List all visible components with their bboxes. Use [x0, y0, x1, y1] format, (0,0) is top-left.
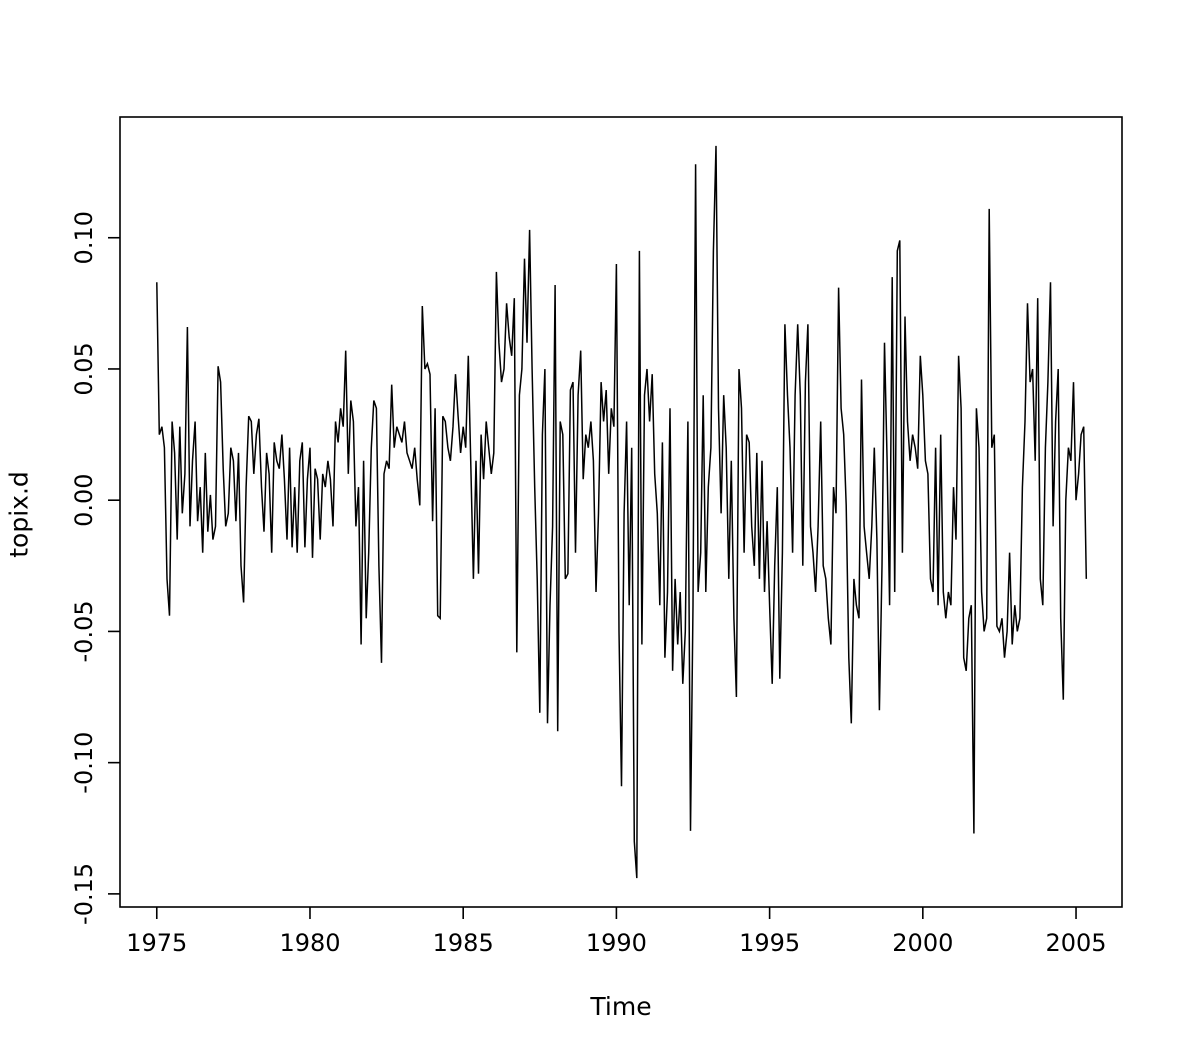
y-axis-tick-label: -0.10 — [70, 732, 98, 794]
y-axis-title: topix.d — [4, 471, 34, 558]
y-axis-tick-label: -0.15 — [70, 863, 98, 925]
x-axis-tick-label: 1995 — [739, 929, 800, 957]
x-axis-tick-label: 2005 — [1045, 929, 1106, 957]
x-axis-tick-label: 1980 — [279, 929, 340, 957]
x-axis-tick-label: 1975 — [126, 929, 187, 957]
y-axis-tick-label: -0.05 — [70, 600, 98, 662]
x-axis-tick-label: 1990 — [586, 929, 647, 957]
y-axis-tick-label: 0.10 — [70, 211, 98, 264]
plot-box — [119, 116, 1123, 908]
x-axis-title: Time — [590, 992, 652, 1021]
y-axis-tick-label: 0.05 — [70, 342, 98, 395]
x-axis-tick-label: 1985 — [433, 929, 494, 957]
series-line-topix-d — [156, 145, 1088, 879]
x-axis-tick-label: 2000 — [892, 929, 953, 957]
y-axis-tick-label: 0.00 — [70, 473, 98, 526]
